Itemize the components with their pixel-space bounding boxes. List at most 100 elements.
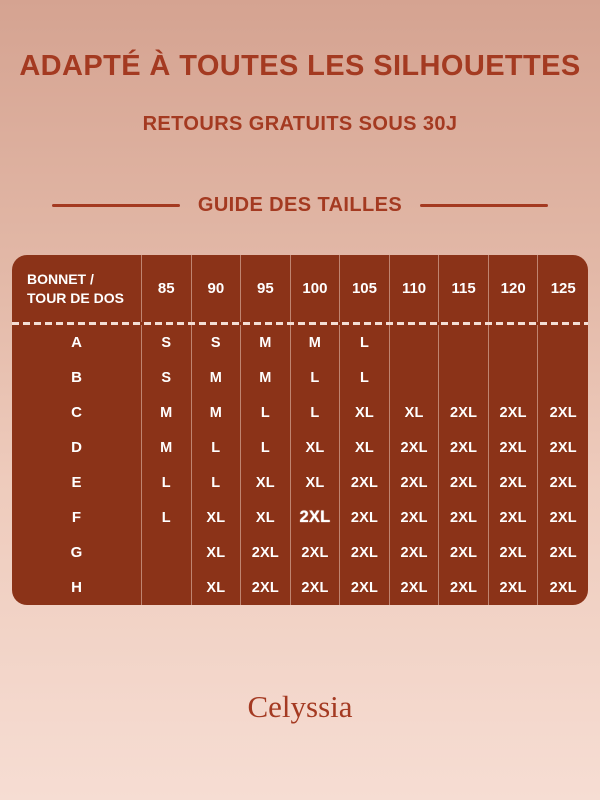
size-cell-A-95: M [241, 325, 291, 360]
cup-row-label-B: B [12, 360, 142, 395]
size-cell-G-120: 2XL [489, 535, 539, 570]
divider-line-right [420, 204, 549, 207]
size-cell-E-115: 2XL [439, 465, 489, 500]
size-cell-B-125 [538, 360, 588, 395]
size-cell-G-115: 2XL [439, 535, 489, 570]
section-title: GUIDE DES TAILLES [197, 194, 403, 216]
column-header-115: 115 [439, 255, 489, 322]
size-cell-A-90: S [192, 325, 242, 360]
column-header-85: 85 [142, 255, 192, 322]
size-cell-E-110: 2XL [390, 465, 440, 500]
cup-row-label-G: G [12, 535, 142, 570]
size-cell-F-85: L [142, 500, 192, 535]
column-header-125: 125 [550, 280, 576, 297]
size-cell-G-105: 2XL [340, 535, 390, 570]
size-cell-A-120 [489, 325, 539, 360]
size-cell-A-100: M [291, 325, 341, 360]
size-cell-B-95: M [241, 360, 291, 395]
size-cell-D-95: L [241, 430, 291, 465]
column-header-120: 120 [489, 255, 539, 322]
size-cell-B-120 [489, 360, 539, 395]
size-cell-B-105: L [340, 360, 390, 395]
page-title: ADAPTÉ À TOUTES LES SILHOUETTES [19, 50, 581, 82]
column-header-95: 95 [241, 255, 291, 322]
divider-line-left [51, 204, 180, 207]
size-cell-E-90: L [192, 465, 242, 500]
cup-row-label-C: C [12, 395, 142, 430]
column-header-110: 110 [390, 255, 440, 322]
size-cell-D-105: XL [340, 430, 390, 465]
column-header-90: 90 [192, 255, 242, 322]
size-cell-H-85 [142, 570, 192, 605]
size-cell-C-95: L [241, 395, 291, 430]
size-cell-G-100: 2XL [291, 535, 341, 570]
size-cell-A-110 [390, 325, 440, 360]
page-subtitle: RETOURS GRATUITS SOUS 30J [142, 113, 458, 135]
brand-logo: Celyssia [247, 689, 353, 724]
size-cell-F-115: 2XL [439, 500, 489, 535]
size-table: BONNET / TOUR DE DOS 85 90 95 100 105 110 115 12… [12, 255, 588, 605]
size-cell-E-120: 2XL [489, 465, 539, 500]
size-cell-A-85: S [142, 325, 192, 360]
size-cell-C-100: L [291, 395, 341, 430]
size-cell-F-105: 2XL [340, 500, 390, 535]
size-cell-A-125 [538, 325, 588, 360]
size-cell-F-110: 2XL [390, 500, 440, 535]
column-header-100: 100 [291, 255, 341, 322]
size-cell-F-95: XL [241, 500, 291, 535]
size-cell-D-115: 2XL [439, 430, 489, 465]
size-cell-H-120: 2XL [489, 570, 539, 605]
cup-row-label-D: D [12, 430, 142, 465]
size-cell-F-120: 2XL [489, 500, 539, 535]
size-cell-E-85: L [142, 465, 192, 500]
size-cell-H-90: XL [192, 570, 242, 605]
size-cell-E-125: 2XL [549, 474, 577, 491]
size-cell-G-95: 2XL [241, 535, 291, 570]
size-cell-H-110: 2XL [390, 570, 440, 605]
section-divider: GUIDE DES TAILLES [0, 194, 600, 217]
size-cell-G-90: XL [192, 535, 242, 570]
size-cell-E-105: 2XL [340, 465, 390, 500]
size-cell-C-90: M [192, 395, 242, 430]
size-cell-C-110: XL [390, 395, 440, 430]
size-cell-G-110: 2XL [390, 535, 440, 570]
corner-header-cell: BONNET / TOUR DE DOS [12, 255, 142, 322]
size-cell-C-125: 2XL [549, 404, 577, 421]
size-cell-B-85: S [142, 360, 192, 395]
size-cell-H-100: 2XL [291, 570, 341, 605]
size-cell-G-85 [142, 535, 192, 570]
size-cell-E-95: XL [241, 465, 291, 500]
size-cell-B-110 [390, 360, 440, 395]
size-cell-D-85: M [142, 430, 192, 465]
header-dashed-divider [12, 322, 588, 325]
size-cell-B-100: L [291, 360, 341, 395]
size-cell-D-100: XL [291, 430, 341, 465]
size-cell-G-125: 2XL [549, 544, 577, 561]
size-cell-C-105: XL [340, 395, 390, 430]
size-cell-D-120: 2XL [489, 430, 539, 465]
size-cell-C-120: 2XL [489, 395, 539, 430]
size-cell-H-105: 2XL [340, 570, 390, 605]
size-cell-D-125: 2XL [549, 439, 577, 456]
size-cell-F-100: 2XL [291, 500, 341, 535]
size-cell-H-115: 2XL [439, 570, 489, 605]
size-cell-C-85: M [142, 395, 192, 430]
size-cell-B-90: M [192, 360, 242, 395]
size-cell-H-95: 2XL [241, 570, 291, 605]
size-cell-F-90: XL [192, 500, 242, 535]
size-cell-E-100: XL [291, 465, 341, 500]
cup-row-label-A: A [12, 325, 142, 360]
cup-row-label-F: F [12, 500, 142, 535]
size-cell-B-115 [439, 360, 489, 395]
size-cell-A-105: L [340, 325, 390, 360]
cup-row-label-E: E [12, 465, 142, 500]
size-cell-D-110: 2XL [390, 430, 440, 465]
cup-row-label-H: H [12, 570, 142, 605]
size-cell-A-115 [439, 325, 489, 360]
size-cell-D-90: L [192, 430, 242, 465]
size-cell-F-125: 2XL [549, 509, 577, 526]
column-header-105: 105 [340, 255, 390, 322]
size-cell-H-125: 2XL [549, 579, 577, 596]
size-cell-C-115: 2XL [439, 395, 489, 430]
